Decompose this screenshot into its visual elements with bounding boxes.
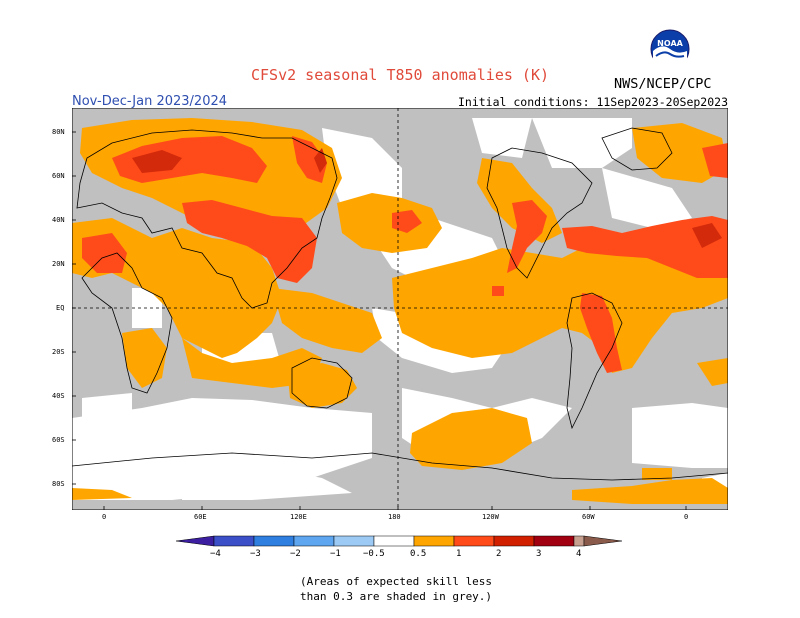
colorbar-label-2: 2	[496, 549, 502, 559]
lon-label-120e: 120E	[290, 513, 307, 521]
lon-label-180: 180	[388, 513, 401, 521]
colorbar-label-05: 0.5	[410, 549, 427, 559]
noaa-logo-text: NOAA	[657, 39, 683, 48]
lat-label-20s: 20S	[52, 348, 65, 356]
colorbar-label-neg4: −4	[210, 549, 221, 559]
colorbar-label-neg05: −0.5	[363, 549, 385, 559]
lon-label-60e: 60E	[194, 513, 207, 521]
skill-note: (Areas of expected skill less than 0.3 a…	[300, 574, 560, 604]
org-label: NWS/NCEP/CPC	[614, 76, 712, 92]
lat-label-60n: 60N	[52, 172, 65, 180]
lat-label-eq: EQ	[56, 304, 65, 312]
colorbar-label-3: 3	[536, 549, 542, 559]
colorbar	[175, 535, 623, 547]
lat-label-20n: 20N	[52, 260, 65, 268]
lat-label-80n: 80N	[52, 128, 65, 136]
lat-label-60s: 60S	[52, 436, 65, 444]
colorbar-label-neg1: −1	[330, 549, 341, 559]
lon-label-0-east: 0	[684, 513, 689, 521]
lat-label-80s: 80S	[52, 480, 65, 488]
map-ticks	[72, 131, 687, 510]
colorbar-label-4: 4	[576, 549, 582, 559]
colorbar-label-1: 1	[456, 549, 462, 559]
anomaly-map	[72, 108, 728, 510]
skill-note-line-2: than 0.3 are shaded in grey.)	[300, 590, 493, 603]
season-label: Nov-Dec-Jan 2023/2024	[72, 94, 228, 109]
lat-label-40s: 40S	[52, 392, 65, 400]
colorbar-label-neg3: −3	[250, 549, 261, 559]
skill-note-line-1: (Areas of expected skill less	[300, 575, 493, 588]
lat-label-40n: 40N	[52, 216, 65, 224]
colorbar-label-neg2: −2	[290, 549, 301, 559]
initial-conditions-label: Initial conditions: 11Sep2023-20Sep2023	[457, 95, 728, 109]
lon-label-60w: 60W	[582, 513, 595, 521]
strong-warm-anomaly-regions	[82, 136, 728, 373]
noaa-logo: NOAA	[650, 29, 690, 69]
lon-label-0: 0	[102, 513, 107, 521]
coastlines	[72, 127, 728, 481]
map-title: CFSv2 seasonal T850 anomalies (K)	[250, 66, 549, 84]
lon-label-120w: 120W	[482, 513, 499, 521]
